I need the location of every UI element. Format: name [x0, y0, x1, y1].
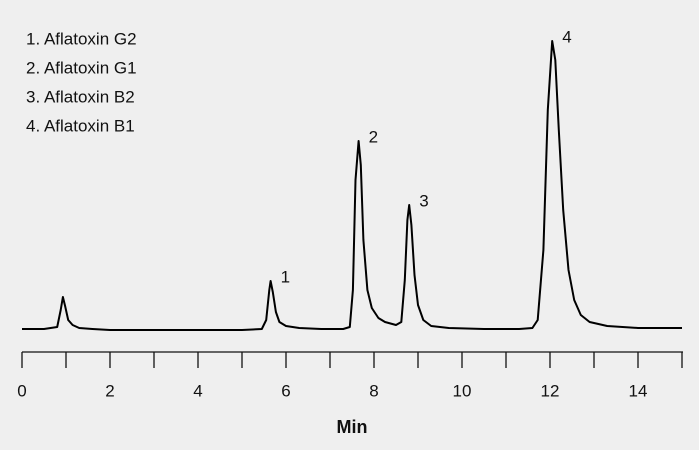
x-tick-label: 14 — [629, 381, 648, 400]
peak-label: 2 — [369, 127, 378, 146]
x-tick-label: 10 — [453, 381, 472, 400]
peak-label: 4 — [562, 27, 571, 46]
legend-entry: 4. Aflatoxin B1 — [26, 116, 135, 135]
peak-label: 1 — [281, 267, 290, 286]
x-tick-label: 0 — [17, 381, 26, 400]
peak-label: 3 — [419, 191, 428, 210]
legend-entry: 1. Aflatoxin G2 — [26, 29, 137, 48]
x-tick-label: 4 — [193, 381, 202, 400]
x-tick-label: 8 — [369, 381, 378, 400]
x-tick-label: 12 — [541, 381, 560, 400]
legend-entry: 3. Aflatoxin B2 — [26, 87, 135, 106]
x-tick-label: 2 — [105, 381, 114, 400]
chromatogram-trace — [22, 40, 682, 331]
x-axis-label: Min — [337, 417, 368, 437]
legend-entry: 2. Aflatoxin G1 — [26, 58, 137, 77]
x-tick-label: 6 — [281, 381, 290, 400]
